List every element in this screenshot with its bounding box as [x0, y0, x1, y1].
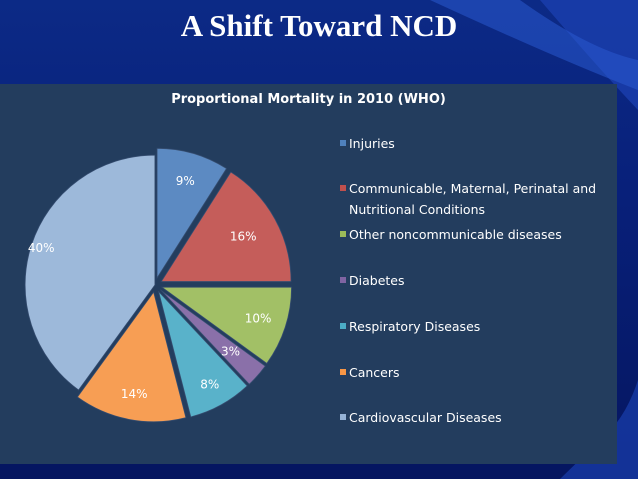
pie-slice-shine-5	[158, 291, 248, 418]
pie-slice-shine-7	[25, 155, 155, 391]
pie-label-5: 8%	[200, 378, 219, 392]
pie-label-7: 40%	[28, 241, 55, 255]
slide-title: A Shift Toward NCD	[180, 8, 458, 43]
legend-item-2: Communicable, Maternal, Perinatal and Nu…	[340, 178, 599, 220]
legend-item-7: Cardiovascular Diseases	[340, 407, 599, 428]
pie-slice-shine-2	[161, 171, 292, 282]
legend-label-4: Diabetes	[349, 273, 405, 288]
legend-label-5: Respiratory Diseases	[349, 319, 481, 334]
legend-swatch-4	[340, 277, 346, 283]
pie-slice-4	[159, 289, 267, 386]
legend-swatch-6	[340, 369, 346, 375]
legend-label-7: Cardiovascular Diseases	[349, 410, 502, 425]
legend-swatch-3	[340, 231, 346, 237]
pie-slice-5	[157, 290, 249, 418]
pie-slice-shine-6	[77, 291, 187, 422]
pie-label-3: 10%	[245, 311, 272, 325]
pie-slice-7	[24, 154, 156, 391]
pie-label-4: 3%	[221, 345, 240, 359]
pie-label-2: 16%	[230, 230, 257, 244]
legend-item-5: Respiratory Diseases	[340, 316, 599, 337]
pie-slice-shine-4	[160, 289, 266, 385]
pie-slice-shine-3	[161, 287, 292, 364]
legend-label-1: Injuries	[349, 136, 395, 151]
pie-slice-6	[76, 290, 187, 423]
chart-title: Proportional Mortality in 2010 (WHO)	[171, 92, 446, 107]
legend-label-2: Communicable, Maternal, Perinatal and Nu…	[349, 181, 597, 217]
pie-label-1: 9%	[176, 174, 195, 188]
pie-slice-1	[156, 147, 228, 280]
pie-slice-3	[160, 286, 293, 365]
legend-swatch-2	[340, 185, 346, 191]
pie-slice-shine-1	[156, 148, 227, 279]
legend-swatch-7	[340, 414, 346, 420]
legend-label-3: Other noncommunicable diseases	[349, 227, 562, 242]
legend-swatch-5	[340, 323, 346, 329]
legend-label-6: Cancers	[349, 365, 400, 380]
legend-swatch-1	[340, 140, 346, 146]
pie-slice-2	[160, 171, 292, 283]
pie-label-6: 14%	[121, 387, 148, 401]
legend-item-3: Other noncommunicable diseases	[340, 224, 599, 245]
legend-item-4: Diabetes	[340, 270, 599, 291]
legend-item-1: Injuries	[340, 133, 599, 154]
legend-item-6: Cancers	[340, 362, 599, 383]
